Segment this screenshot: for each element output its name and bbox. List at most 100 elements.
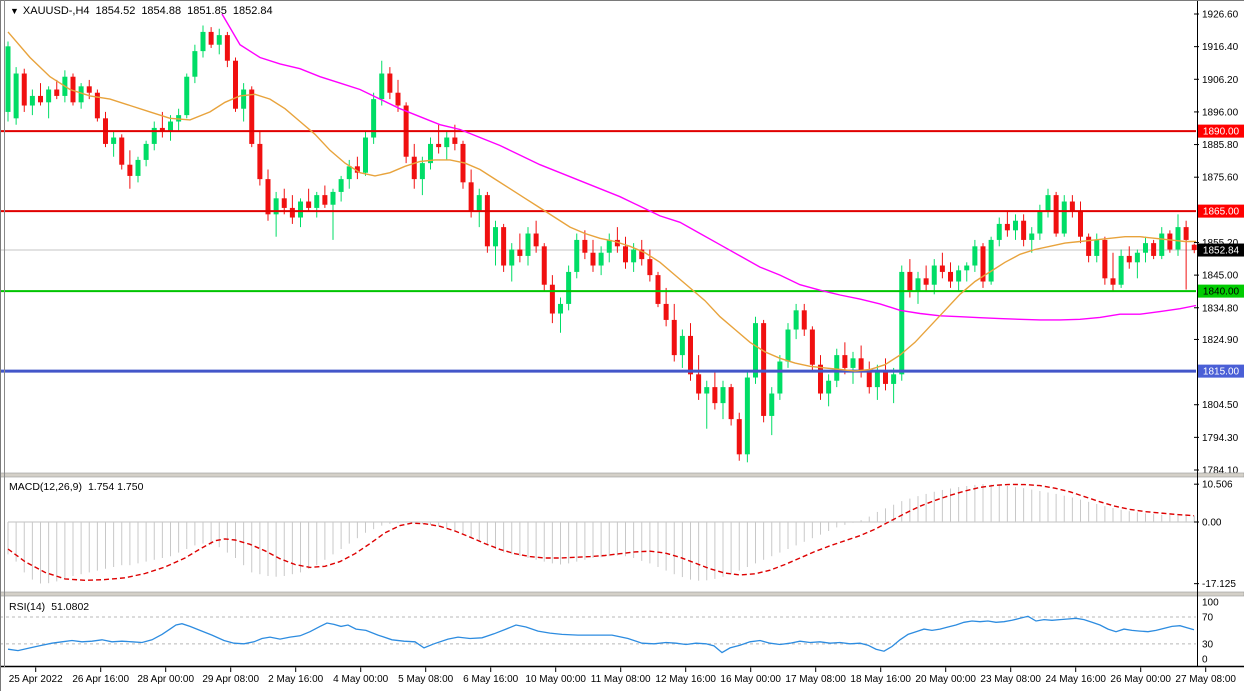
candle-up	[338, 179, 344, 192]
price-tick-label: 1896.00	[1202, 107, 1239, 118]
level-1840.00-tag-label: 1840.00	[1203, 287, 1240, 298]
time-tick-label: 16 May 00:00	[720, 674, 781, 685]
time-tick-label: 25 Apr 2022	[9, 674, 63, 685]
symbol-info-bar[interactable]: ▼ XAUUSD-,H4 1854.52 1854.88 1851.85 1852.84	[10, 5, 273, 17]
candle-up	[891, 374, 897, 384]
ma-fast-line	[7, 31, 1196, 372]
time-tick-label: 6 May 16:00	[463, 674, 518, 685]
time-tick-label: 11 May 08:00	[591, 674, 651, 685]
candle-down	[907, 271, 913, 292]
candle-up	[720, 387, 726, 404]
candle-down	[306, 201, 312, 208]
candle-down	[233, 60, 238, 109]
candle-down	[696, 374, 702, 394]
candle-up	[135, 159, 141, 176]
candle-down	[948, 271, 953, 282]
candle-down	[1167, 233, 1173, 250]
price-tick-label: 1906.20	[1202, 75, 1239, 86]
macd-name: MACD(12,26,9)	[9, 481, 82, 493]
time-tick-label: 10 May 00:00	[525, 674, 586, 685]
candle-up	[111, 137, 117, 144]
candle-up	[330, 191, 336, 205]
time-tick-label: 5 May 08:00	[398, 674, 453, 685]
candle-down	[639, 249, 645, 260]
candle-up	[574, 239, 580, 272]
candle-down	[623, 246, 628, 263]
time-tick-label: 24 May 16:00	[1045, 674, 1106, 685]
candle-up	[915, 278, 921, 292]
candle-up	[785, 329, 791, 362]
ma-slow-line	[221, 13, 1197, 321]
candle-up	[631, 249, 637, 263]
price-tick-label: 1845.00	[1202, 271, 1239, 282]
candle-down	[712, 387, 718, 404]
ohlc-low: 1851.85	[187, 5, 227, 17]
price-tick-label: 1804.50	[1202, 400, 1239, 411]
candle-up	[241, 89, 247, 109]
candle-down	[354, 166, 360, 173]
candle-down	[655, 275, 661, 304]
candle-down	[257, 143, 263, 180]
time-tick-label: 12 May 16:00	[655, 674, 716, 685]
candle-up	[184, 76, 190, 116]
panel-separator[interactable]	[0, 472, 1244, 478]
candle-up	[1134, 252, 1140, 263]
candle-down	[21, 73, 27, 106]
time-tick-label: 28 Apr 00:00	[137, 674, 194, 685]
price-tick-label: 1885.80	[1202, 140, 1239, 151]
candle-up	[525, 233, 531, 256]
candle-down	[159, 127, 165, 132]
level-1815.00-tag	[1198, 364, 1244, 378]
time-tick-label: 2 May 16:00	[268, 674, 323, 685]
candle-up	[419, 163, 425, 180]
candle-up	[704, 387, 710, 394]
candle-up	[606, 239, 612, 253]
candle-up	[558, 303, 563, 314]
candle-up	[598, 252, 604, 266]
level-1890.00-tag	[1198, 124, 1244, 138]
time-tick-label: 26 May 00:00	[1110, 674, 1171, 685]
time-tick-label: 26 Apr 16:00	[72, 674, 129, 685]
candle-up	[566, 271, 572, 304]
candle-up	[371, 99, 377, 138]
time-tick-label: 29 Apr 08:00	[202, 674, 259, 685]
candle-down	[801, 310, 807, 330]
candle-up	[931, 265, 937, 285]
candle-down	[533, 233, 539, 247]
symbol-dropdown-icon[interactable]: ▼	[10, 6, 19, 16]
candle-up	[1013, 220, 1018, 231]
price-tick-label: 1834.80	[1202, 303, 1239, 314]
candle-down	[858, 358, 864, 372]
candle-up	[964, 265, 970, 271]
candle-up	[192, 51, 198, 77]
candle-up	[679, 335, 685, 356]
candle-down	[54, 89, 60, 96]
time-tick-label: 17 May 08:00	[785, 674, 846, 685]
candle-up	[493, 227, 498, 247]
candle-down	[1086, 236, 1092, 256]
candle-up	[834, 355, 840, 381]
level-1840.00-tag	[1198, 284, 1244, 298]
candle-down	[1078, 211, 1083, 237]
candle-down	[980, 246, 986, 282]
candle-down	[411, 156, 417, 180]
candle-down	[484, 195, 490, 247]
candle-down	[501, 227, 507, 266]
candle-down	[468, 182, 474, 212]
candle-down	[119, 137, 125, 165]
candle-down	[818, 364, 823, 394]
candle-down	[1004, 223, 1010, 231]
candle-down	[1151, 243, 1157, 256]
candle-down	[1102, 239, 1108, 279]
candle-up	[314, 195, 320, 208]
rsi-tick-label: 30	[1202, 639, 1214, 650]
candle-down	[322, 195, 328, 205]
macd-tick-label: 0.00	[1202, 518, 1222, 529]
panel-separator[interactable]	[0, 591, 1244, 597]
candle-down	[736, 419, 742, 455]
time-tick-label: 20 May 00:00	[915, 674, 976, 685]
candle-up	[476, 195, 482, 212]
candle-up	[200, 31, 206, 52]
